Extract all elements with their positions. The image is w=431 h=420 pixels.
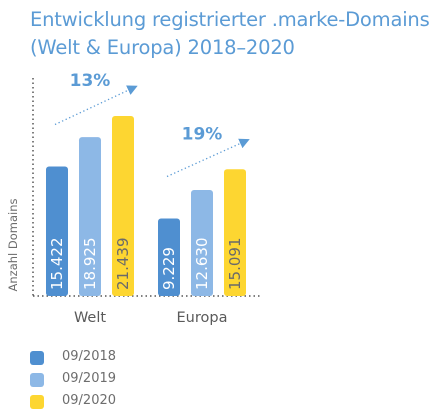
bar-europa-09-2019 <box>191 189 213 296</box>
data-label-welt-09-2018: 15.422 <box>48 238 66 291</box>
growth-arrow-welt <box>54 85 138 126</box>
bar-welt-09-2018 <box>46 166 68 296</box>
bar-europa-09-2020 <box>224 169 246 296</box>
data-label-welt-09-2019: 18.925 <box>81 238 99 291</box>
data-label-welt-09-2020: 21.439 <box>114 238 132 291</box>
data-label-europa-09-2018: 9.229 <box>160 247 178 290</box>
chart-title: Entwicklung registrierter .marke-Domains… <box>30 6 430 62</box>
bar-europa-09-2018 <box>158 218 180 296</box>
x-tick-label-welt: Welt <box>74 310 106 326</box>
legend-swatch-09-2019 <box>30 373 44 387</box>
legend-label-09-2018: 09/2018 <box>62 349 117 364</box>
growth-label-europa: 19% <box>182 124 223 144</box>
chart-title-line-2: (Welt & Europa) 2018–2020 <box>30 36 295 59</box>
growth-arrow-europa <box>166 138 250 178</box>
chart-title-line-1: Entwicklung registrierter .marke-Domains <box>30 8 430 31</box>
legend-label-09-2020: 09/2020 <box>62 393 117 408</box>
growth-label-welt: 13% <box>70 71 111 91</box>
bar-welt-09-2020 <box>112 116 134 296</box>
bar-welt-09-2019 <box>79 137 101 296</box>
y-axis-label: Anzahl Domains <box>6 198 20 291</box>
legend-label-09-2019: 09/2019 <box>62 371 117 386</box>
legend-swatch-09-2018 <box>30 351 44 365</box>
data-label-europa-09-2020: 15.091 <box>226 238 244 291</box>
x-tick-label-europa: Europa <box>177 310 228 326</box>
data-label-europa-09-2019: 12.630 <box>193 238 211 291</box>
legend-swatch-09-2020 <box>30 395 44 409</box>
